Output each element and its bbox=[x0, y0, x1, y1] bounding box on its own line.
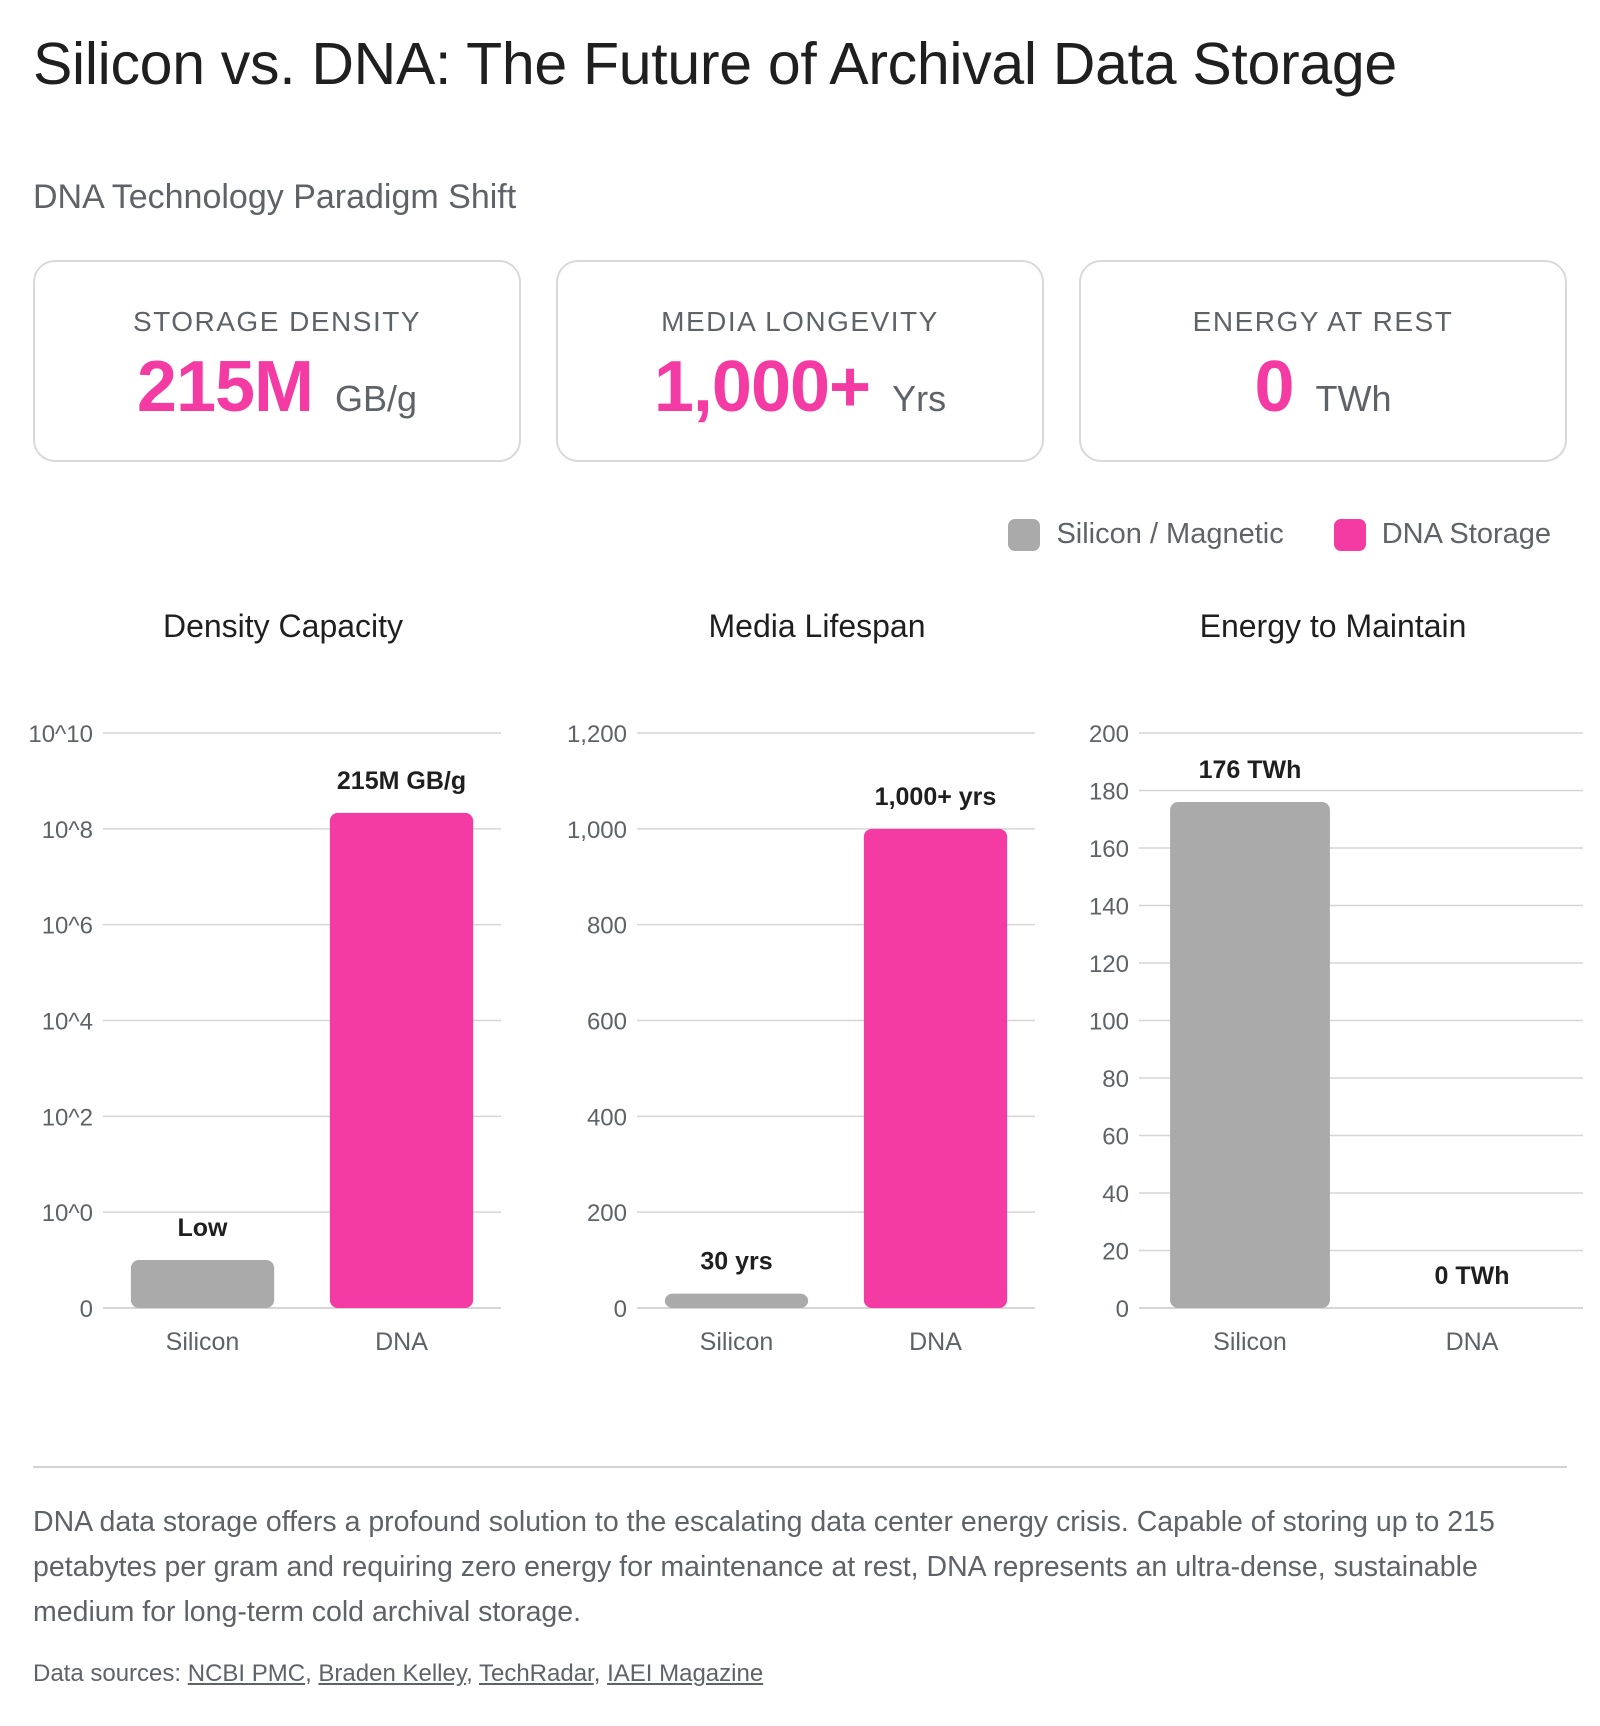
bar-dna bbox=[863, 828, 1008, 1308]
stat-card-value: 0 bbox=[1254, 347, 1294, 427]
chart-media-lifespan: Media Lifespan 0 200 400 600 800 1,000 1,200 30… bbox=[567, 600, 1067, 1380]
stat-card-density: STORAGE DENSITY 215M GB/g bbox=[33, 260, 521, 462]
legend-swatch-dna bbox=[1333, 518, 1366, 551]
source-link-braden-kelley[interactable]: Braden Kelley bbox=[318, 1660, 467, 1687]
y-tick-label: 600 bbox=[587, 1009, 627, 1036]
x-tick-label: Silicon bbox=[166, 1328, 240, 1356]
y-tick-label: 100 bbox=[1089, 1009, 1129, 1036]
y-tick-label: 800 bbox=[587, 913, 627, 940]
source-link-iaei-magazine[interactable]: IAEI Magazine bbox=[607, 1660, 764, 1687]
stat-card-energy: ENERGY AT REST 0 TWh bbox=[1079, 260, 1567, 462]
y-tick-label: 160 bbox=[1089, 836, 1129, 863]
y-tick-label: 40 bbox=[1102, 1181, 1129, 1208]
y-tick-label: 10^4 bbox=[42, 1009, 93, 1036]
page-title: Silicon vs. DNA: The Future of Archival … bbox=[33, 31, 1397, 97]
chart-energy-to-maintain: Energy to Maintain 0 20 40 60 80 100 120 140 160… bbox=[1083, 600, 1583, 1380]
y-tick-label: 10^0 bbox=[42, 1200, 93, 1227]
stat-card-value: 1,000+ bbox=[653, 347, 871, 427]
y-tick-label: 120 bbox=[1089, 951, 1129, 978]
legend-label: Silicon / Magnetic bbox=[1056, 518, 1284, 550]
y-tick-label: 0 bbox=[80, 1296, 93, 1323]
chart-title: Media Lifespan bbox=[708, 608, 926, 644]
x-tick-label: Silicon bbox=[700, 1328, 774, 1356]
data-label: 0 TWh bbox=[1435, 1262, 1510, 1290]
stat-card-longevity: MEDIA LONGEVITY 1,000+ Yrs bbox=[556, 260, 1044, 462]
legend-swatch-silicon bbox=[1008, 518, 1041, 551]
chart-svg: 0 20 40 60 80 100 120 140 160 180 200 176 TWh Silico… bbox=[1089, 721, 1583, 1356]
y-tick-label: 200 bbox=[587, 1200, 627, 1227]
data-label: 176 TWh bbox=[1199, 756, 1302, 784]
y-tick-label: 10^10 bbox=[28, 721, 93, 748]
x-tick-label: DNA bbox=[1446, 1328, 1499, 1356]
legend-item-dna: DNA Storage bbox=[1333, 518, 1551, 551]
chart-svg: 0 10^0 10^2 10^4 10^6 10^8 10^10 Low Silicon 215M… bbox=[28, 721, 501, 1356]
chart-density-capacity: Density Capacity 0 10^0 10^2 10^4 10^6 10^8 10… bbox=[28, 600, 533, 1380]
sources-prefix: Data sources: bbox=[33, 1660, 188, 1687]
stat-cards: STORAGE DENSITY 215M GB/g MEDIA LONGEVIT… bbox=[33, 260, 1567, 466]
stat-card-unit: TWh bbox=[1315, 378, 1392, 419]
legend-label: DNA Storage bbox=[1381, 518, 1551, 550]
chart-title: Energy to Maintain bbox=[1199, 608, 1467, 644]
stat-card-label: ENERGY AT REST bbox=[1192, 306, 1454, 337]
chart-legend: Silicon / Magnetic DNA Storage bbox=[978, 518, 1551, 551]
data-label: 30 yrs bbox=[700, 1248, 772, 1276]
y-tick-label: 1,200 bbox=[567, 721, 627, 748]
y-tick-label: 200 bbox=[1089, 721, 1129, 748]
x-tick-label: DNA bbox=[375, 1328, 428, 1356]
y-tick-label: 10^2 bbox=[42, 1104, 93, 1131]
legend-item-silicon: Silicon / Magnetic bbox=[1008, 518, 1284, 551]
data-label: 1,000+ yrs bbox=[875, 783, 997, 811]
x-tick-label: DNA bbox=[909, 1328, 962, 1356]
y-tick-label: 400 bbox=[587, 1104, 627, 1131]
stat-card-unit: Yrs bbox=[892, 378, 947, 419]
y-tick-label: 60 bbox=[1102, 1124, 1129, 1151]
data-label: 215M GB/g bbox=[337, 767, 466, 795]
y-tick-label: 140 bbox=[1089, 894, 1129, 921]
bar-silicon bbox=[664, 1293, 809, 1308]
chart-svg: 0 200 400 600 800 1,000 1,200 30 yrs Silicon 1,00… bbox=[567, 721, 1035, 1356]
page-subtitle: DNA Technology Paradigm Shift bbox=[33, 178, 517, 216]
bar-silicon bbox=[1170, 802, 1330, 1308]
y-tick-label: 80 bbox=[1102, 1066, 1129, 1093]
y-tick-label: 1,000 bbox=[567, 817, 627, 844]
stat-card-unit: GB/g bbox=[335, 378, 418, 419]
source-link-ncbi-pmc[interactable]: NCBI PMC bbox=[187, 1660, 306, 1687]
y-tick-label: 20 bbox=[1102, 1239, 1129, 1266]
description: DNA data storage offers a profound solut… bbox=[33, 1506, 1495, 1628]
y-tick-label: 10^8 bbox=[42, 817, 93, 844]
divider bbox=[33, 1466, 1567, 1468]
stat-card-value: 215M bbox=[136, 347, 314, 427]
stat-card-label: MEDIA LONGEVITY bbox=[661, 306, 939, 337]
stat-card-label: STORAGE DENSITY bbox=[132, 306, 422, 337]
data-sources: Data sources: NCBI PMC, Braden Kelley, T… bbox=[33, 1660, 764, 1687]
source-link-techradar[interactable]: TechRadar bbox=[478, 1660, 594, 1687]
y-tick-label: 10^6 bbox=[42, 913, 93, 940]
x-tick-label: Silicon bbox=[1213, 1328, 1287, 1356]
bar-dna bbox=[329, 812, 474, 1308]
y-tick-label: 180 bbox=[1089, 779, 1129, 806]
data-label: Low bbox=[178, 1214, 229, 1242]
chart-title: Density Capacity bbox=[162, 608, 404, 644]
y-tick-label: 0 bbox=[1116, 1296, 1129, 1323]
bar-silicon bbox=[130, 1260, 275, 1308]
y-tick-label: 0 bbox=[614, 1296, 627, 1323]
